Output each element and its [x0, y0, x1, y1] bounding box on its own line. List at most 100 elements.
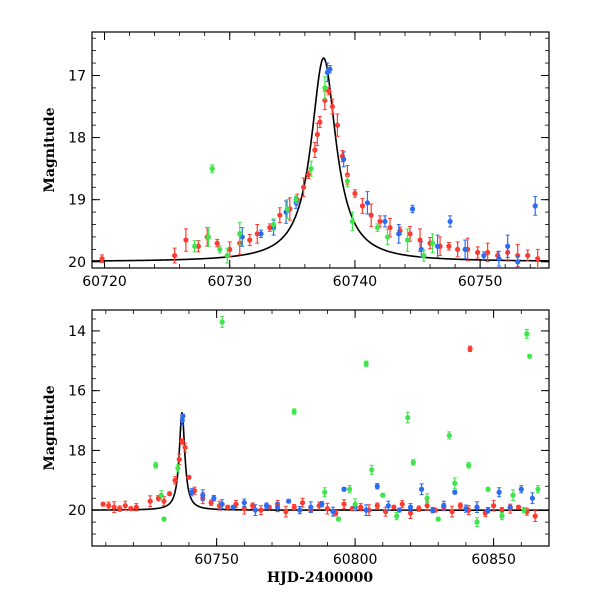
data-point — [418, 486, 425, 492]
data-point — [452, 480, 458, 486]
data-point — [417, 237, 423, 243]
data-point — [466, 462, 472, 468]
data-point — [308, 504, 314, 510]
data-point — [421, 252, 427, 259]
data-point — [369, 467, 375, 473]
data-point — [179, 417, 185, 424]
data-point — [396, 507, 403, 513]
data-point — [364, 200, 371, 206]
data-point — [385, 503, 391, 509]
data-point — [172, 252, 178, 259]
data-point — [209, 166, 215, 172]
y-tick-label: 20 — [68, 503, 86, 519]
data-point — [291, 408, 297, 415]
data-point — [475, 249, 481, 256]
data-point — [270, 221, 277, 228]
data-point — [346, 486, 353, 492]
y-tick-label: 16 — [68, 384, 86, 400]
y-tick-label: 14 — [68, 324, 86, 340]
data-point — [387, 225, 393, 231]
data-point — [449, 509, 455, 515]
data-point — [441, 503, 447, 509]
bottom-x-axis-label: HJD-2400000 — [267, 570, 374, 586]
data-point — [274, 504, 281, 510]
data-point — [192, 243, 198, 249]
data-point — [416, 506, 422, 512]
data-point — [344, 178, 351, 184]
x-tick-label: 60750 — [458, 274, 503, 290]
data-point — [505, 243, 511, 249]
y-tick-label: 17 — [68, 68, 86, 84]
data-point — [122, 503, 128, 509]
data-point — [241, 506, 247, 512]
data-point — [352, 501, 358, 507]
data-point — [496, 489, 502, 495]
data-point — [485, 507, 491, 513]
data-point — [326, 88, 332, 94]
data-point — [219, 501, 225, 507]
data-point — [391, 504, 397, 510]
data-point — [297, 507, 303, 513]
data-point — [241, 500, 247, 506]
data-point — [430, 507, 436, 513]
x-tick-label: 60720 — [82, 274, 127, 290]
data-point — [377, 218, 383, 225]
model-curve-line — [92, 412, 549, 511]
data-point — [407, 504, 414, 510]
data-point — [525, 252, 531, 259]
data-point — [407, 231, 413, 237]
data-point — [334, 122, 341, 128]
data-point — [166, 491, 173, 497]
data-point — [496, 256, 502, 262]
data-point — [195, 243, 202, 249]
data-point — [153, 462, 159, 468]
top-tick-labels: 60720 60730 60740 60750 17 18 19 20 — [68, 68, 502, 290]
data-point — [224, 252, 230, 259]
data-point — [312, 147, 318, 153]
data-point — [293, 197, 299, 203]
data-point — [407, 510, 414, 516]
data-point — [485, 249, 491, 256]
data-point — [515, 504, 522, 510]
x-tick-label: 60750 — [194, 552, 239, 568]
data-point — [237, 231, 243, 237]
data-point — [532, 203, 538, 209]
data-point — [352, 190, 358, 197]
data-point — [384, 234, 391, 240]
data-point — [481, 252, 487, 259]
data-point — [227, 246, 233, 252]
data-point — [180, 413, 186, 419]
top-ticks — [92, 32, 549, 268]
data-point — [158, 492, 164, 498]
data-point — [341, 156, 347, 162]
data-point — [499, 513, 505, 519]
data-point — [535, 256, 541, 262]
data-point — [263, 503, 270, 509]
data-point — [230, 504, 236, 510]
x-tick-label: 60850 — [471, 552, 516, 568]
bottom-data-points — [100, 316, 541, 528]
data-point — [359, 203, 366, 209]
data-point — [324, 506, 331, 512]
data-point — [314, 131, 320, 138]
data-point — [267, 225, 273, 231]
data-point — [404, 237, 411, 243]
data-point — [133, 504, 139, 510]
data-point — [358, 504, 364, 510]
data-point — [446, 243, 452, 249]
data-point — [447, 218, 453, 225]
data-point — [374, 483, 380, 489]
data-point — [176, 456, 182, 462]
data-point — [219, 319, 225, 325]
top-data-points — [99, 62, 541, 268]
y-tick-label: 18 — [68, 131, 86, 147]
data-point — [524, 331, 530, 337]
data-point — [424, 503, 430, 509]
x-tick-label: 60740 — [333, 274, 378, 290]
data-point — [410, 459, 416, 465]
data-point — [200, 492, 206, 498]
data-point — [341, 501, 347, 507]
data-point — [182, 444, 188, 451]
data-point — [247, 237, 253, 243]
